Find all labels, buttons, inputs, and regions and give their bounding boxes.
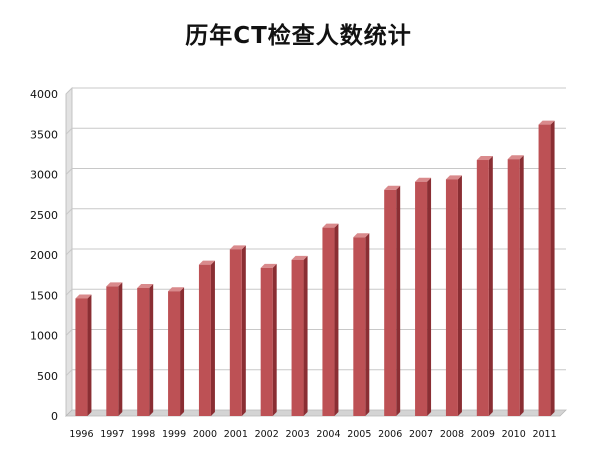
bar xyxy=(75,298,88,416)
bar-side xyxy=(365,233,370,416)
bar-top xyxy=(538,120,555,125)
bar-top xyxy=(168,287,185,292)
gridline xyxy=(65,127,566,135)
bar-top xyxy=(75,294,92,299)
bar xyxy=(198,264,211,416)
x-tick-label: 1996 xyxy=(69,429,93,440)
bar-side xyxy=(488,156,493,416)
bar-side xyxy=(180,287,185,416)
gridline xyxy=(65,329,566,336)
bar-top xyxy=(260,263,277,268)
y-tick-label: 500 xyxy=(37,370,58,383)
bar-side xyxy=(149,284,154,416)
bar-side xyxy=(303,255,308,416)
x-tick-label: 2011 xyxy=(532,429,556,440)
gridline xyxy=(65,168,566,175)
bar-top xyxy=(198,260,215,265)
bar-top xyxy=(415,177,432,182)
x-tick-label: 2010 xyxy=(502,429,526,440)
bar-top xyxy=(507,155,524,160)
x-tick-label: 2007 xyxy=(409,429,433,440)
y-tick-label: 2000 xyxy=(30,249,58,262)
bar-top xyxy=(229,245,246,250)
bar xyxy=(291,259,304,416)
x-tick-label: 2001 xyxy=(224,429,248,440)
gridline xyxy=(65,208,566,216)
bar xyxy=(168,291,181,416)
bar xyxy=(415,181,428,416)
bar-side xyxy=(241,245,246,416)
bar xyxy=(445,179,458,416)
bar-top xyxy=(291,255,308,260)
y-tick-label: 1000 xyxy=(30,330,58,343)
y-tick-label: 1500 xyxy=(30,289,58,302)
y-tick-label: 2500 xyxy=(30,209,58,222)
bar xyxy=(476,160,489,416)
bar xyxy=(322,227,335,416)
bar xyxy=(137,288,150,416)
bar-top xyxy=(445,175,462,180)
bar xyxy=(384,189,397,416)
bar-side xyxy=(427,177,432,416)
x-tick-label: 2006 xyxy=(378,429,402,440)
gridline xyxy=(65,248,566,256)
bar-side xyxy=(118,282,123,416)
bar-side xyxy=(272,263,277,416)
bar-side xyxy=(457,175,462,416)
chart-title: 历年CT检查人数统计 xyxy=(185,23,412,49)
bar-side xyxy=(550,120,555,416)
bar-top xyxy=(106,282,123,287)
x-tick-label: 2009 xyxy=(471,429,495,440)
bar-side xyxy=(210,260,215,416)
gridline xyxy=(65,369,566,377)
bar-top xyxy=(353,233,370,238)
bar xyxy=(538,124,551,416)
bar-side xyxy=(396,185,401,416)
bar xyxy=(260,267,273,416)
y-tick-label: 4000 xyxy=(30,88,58,101)
gridline xyxy=(65,288,566,296)
bar xyxy=(229,249,242,416)
bar xyxy=(353,237,366,416)
bar-top xyxy=(322,223,339,228)
bar-side xyxy=(334,223,339,416)
x-tick-label: 1999 xyxy=(162,429,186,440)
x-tick-label: 2002 xyxy=(255,429,279,440)
y-tick-label: 3000 xyxy=(30,169,58,182)
x-tick-label: 2005 xyxy=(347,429,371,440)
bar xyxy=(106,286,119,416)
x-tick-label: 2003 xyxy=(285,429,309,440)
gridline xyxy=(65,87,566,95)
y-tick-label: 0 xyxy=(51,410,58,423)
x-tick-label: 1998 xyxy=(131,429,155,440)
bar-top xyxy=(384,185,401,190)
x-tick-label: 1997 xyxy=(100,429,124,440)
x-tick-label: 2004 xyxy=(316,429,340,440)
bar-side xyxy=(87,294,92,416)
x-tick-label: 2000 xyxy=(193,429,217,440)
x-tick-label: 2008 xyxy=(440,429,464,440)
bar-side xyxy=(519,155,524,416)
bar xyxy=(507,159,520,416)
bar-top xyxy=(476,156,493,161)
y-tick-label: 3500 xyxy=(30,128,58,141)
bar-top xyxy=(137,284,154,289)
